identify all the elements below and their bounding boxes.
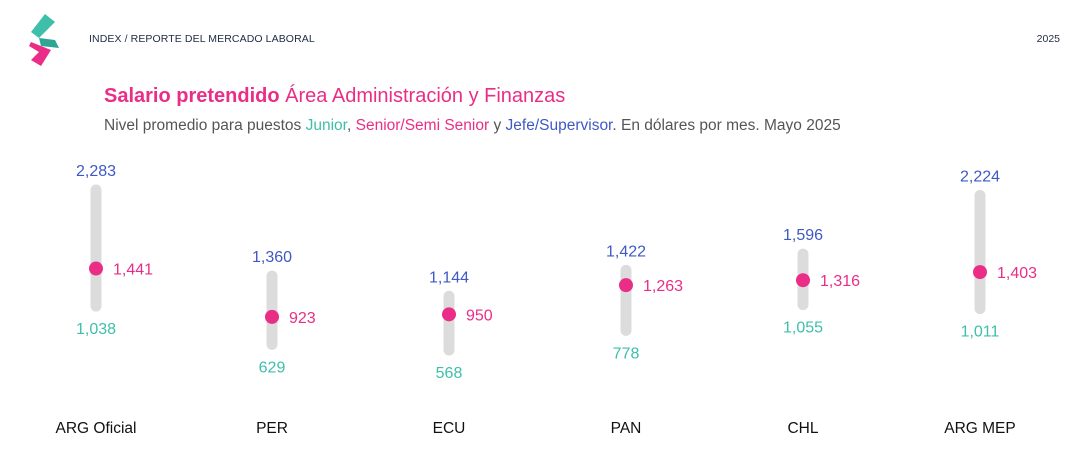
senior-value-label: 950 bbox=[466, 307, 493, 324]
page-subtitle: Nivel promedio para puestos Junior, Seni… bbox=[104, 117, 841, 135]
subtitle-outro: . En dólares por mes. Mayo 2025 bbox=[612, 117, 841, 134]
jefe-value-label: 1,422 bbox=[606, 243, 646, 260]
salary-range-chart: 2,283 1,038 1,441 ARG Oficial 1,360 629 923 PER… bbox=[56, 163, 1038, 437]
legend-senior: Senior/Semi Senior bbox=[355, 117, 490, 134]
junior-value-label: 1,038 bbox=[76, 321, 116, 338]
senior-value-label: 1,316 bbox=[820, 273, 860, 290]
subtitle-sep2: y bbox=[489, 117, 506, 134]
title-bold: Salario pretendido bbox=[104, 85, 280, 107]
category-label: ECU bbox=[433, 420, 466, 437]
junior-value-label: 1,055 bbox=[783, 320, 823, 337]
junior-value-label: 778 bbox=[613, 345, 640, 362]
category-label: CHL bbox=[787, 420, 818, 437]
senior-point bbox=[619, 278, 633, 293]
senior-value-label: 1,403 bbox=[997, 265, 1037, 282]
category-label: ARG Oficial bbox=[56, 420, 137, 437]
report-year: 2025 bbox=[1036, 33, 1060, 45]
senior-point bbox=[973, 265, 987, 280]
jefe-value-label: 1,360 bbox=[252, 249, 292, 266]
page-title: Salario pretendido Área Administración y… bbox=[104, 85, 565, 108]
junior-value-label: 1,011 bbox=[961, 324, 1000, 341]
legend-junior: Junior bbox=[305, 117, 347, 134]
legend-jefe: Jefe/Supervisor bbox=[505, 117, 613, 134]
senior-point bbox=[796, 273, 810, 288]
senior-point bbox=[265, 309, 279, 324]
senior-point bbox=[442, 307, 456, 322]
junior-value-label: 629 bbox=[259, 359, 286, 376]
senior-value-label: 1,263 bbox=[643, 278, 683, 295]
senior-value-label: 1,441 bbox=[113, 262, 153, 279]
category-label: PER bbox=[256, 420, 288, 437]
senior-point bbox=[89, 261, 103, 276]
subtitle-intro: Nivel promedio para puestos bbox=[104, 117, 306, 134]
jefe-value-label: 2,224 bbox=[960, 169, 1000, 186]
jefe-value-label: 1,144 bbox=[429, 269, 469, 286]
category-label: ARG MEP bbox=[944, 420, 1015, 437]
jefe-value-label: 1,596 bbox=[783, 227, 823, 244]
senior-value-label: 923 bbox=[289, 310, 316, 327]
junior-value-label: 568 bbox=[436, 365, 463, 382]
brand-logo-icon bbox=[29, 14, 59, 66]
category-label: PAN bbox=[611, 420, 642, 437]
subtitle-sep1: , bbox=[346, 117, 356, 134]
title-area: Área Administración y Finanzas bbox=[285, 85, 566, 107]
breadcrumb: INDEX / REPORTE DEL MERCADO LABORAL bbox=[89, 33, 315, 45]
jefe-value-label: 2,283 bbox=[76, 163, 116, 180]
